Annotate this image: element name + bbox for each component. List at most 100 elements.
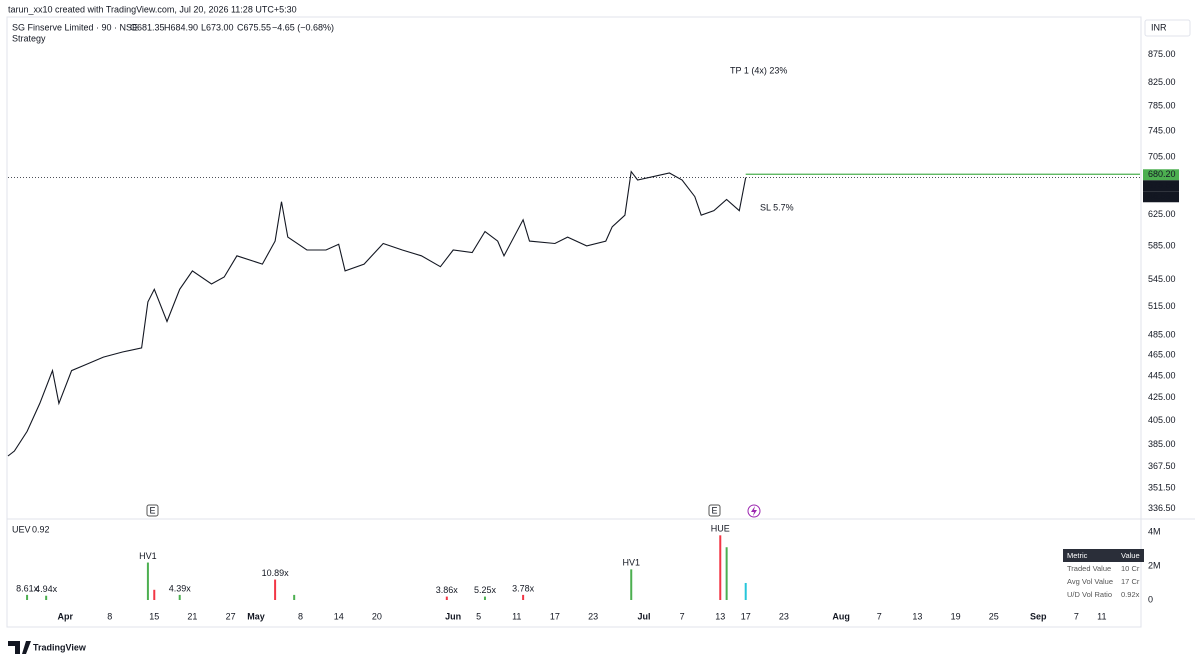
cell: 17 Cr bbox=[1121, 577, 1140, 586]
countdown: 46:59 bbox=[1148, 191, 1171, 201]
symbol: SG Finserve Limited · 90 · NSE bbox=[12, 22, 138, 32]
y-tick-label: 351.50 bbox=[1148, 482, 1176, 492]
y-tick-label: 336.50 bbox=[1148, 503, 1176, 513]
x-tick-label: 23 bbox=[779, 611, 789, 621]
y2-tick-label: 4M bbox=[1148, 526, 1161, 536]
table-header: Metric Value bbox=[1063, 549, 1144, 562]
x-tick-label: 25 bbox=[989, 611, 999, 621]
annotation: TP 1 (4x) 23% bbox=[730, 65, 787, 75]
y-tick-label: 825.00 bbox=[1148, 77, 1176, 87]
y-tick-label: 625.00 bbox=[1148, 209, 1176, 219]
study: Strategy bbox=[12, 33, 46, 43]
volume-label: HUE bbox=[711, 524, 730, 534]
volume-bar bbox=[725, 547, 728, 600]
volume-bar bbox=[293, 594, 296, 600]
x-tick-label: 14 bbox=[334, 611, 344, 621]
dividend-marker[interactable] bbox=[747, 504, 761, 518]
volume-bar bbox=[483, 596, 486, 600]
countdown-box bbox=[1143, 191, 1179, 203]
volume-label: HV1 bbox=[139, 551, 157, 561]
volume-bar bbox=[719, 535, 722, 600]
cell: U/D Vol Ratio bbox=[1067, 590, 1113, 599]
y-tick-label: 425.00 bbox=[1148, 392, 1176, 402]
x-tick-label: 27 bbox=[226, 611, 236, 621]
currency: INR bbox=[1151, 22, 1167, 32]
volume-bar bbox=[26, 594, 29, 600]
currency-box[interactable] bbox=[1144, 19, 1191, 37]
y-tick-label: 405.00 bbox=[1148, 415, 1176, 425]
volume-label: 4.94x bbox=[35, 584, 58, 594]
x-tick-label: Jul bbox=[637, 611, 650, 621]
price-box-label: 680.20 bbox=[1148, 169, 1176, 179]
volume-bar bbox=[445, 596, 448, 600]
y2-tick-label: 0 bbox=[1148, 594, 1153, 604]
close: C675.55 bbox=[237, 22, 271, 32]
table-row: U/D Vol Ratio 0.92x bbox=[1063, 588, 1144, 601]
price-box bbox=[1143, 180, 1179, 192]
x-tick-label: 13 bbox=[912, 611, 922, 621]
x-tick-label: 7 bbox=[877, 611, 882, 621]
x-tick-label: 19 bbox=[951, 611, 961, 621]
change: −4.65 (−0.68%) bbox=[272, 22, 334, 32]
y-tick-label: 445.00 bbox=[1148, 370, 1176, 380]
y-tick-label: 545.00 bbox=[1148, 274, 1176, 284]
x-tick-label: Apr bbox=[57, 611, 73, 621]
volume-bar bbox=[45, 595, 48, 600]
open: O681.35 bbox=[130, 22, 165, 32]
y-tick-label: 745.00 bbox=[1148, 125, 1176, 135]
y-tick-label: 485.00 bbox=[1148, 329, 1176, 339]
x-tick-label: 17 bbox=[550, 611, 560, 621]
svg-text:E: E bbox=[711, 505, 717, 515]
table-row: Avg Vol Value 17 Cr bbox=[1063, 575, 1144, 588]
x-tick-label: 8 bbox=[107, 611, 112, 621]
header-cell: Value bbox=[1117, 549, 1144, 562]
volume-label: 8.61x bbox=[16, 583, 39, 593]
cell: Avg Vol Value bbox=[1067, 577, 1114, 586]
x-tick-label: 21 bbox=[187, 611, 197, 621]
price-box bbox=[1143, 169, 1179, 181]
x-tick-label: 23 bbox=[588, 611, 598, 621]
indicator-value: 0.92 bbox=[32, 524, 50, 534]
y-tick-label: 705.00 bbox=[1148, 152, 1176, 162]
indicator-name: UEV bbox=[12, 524, 31, 534]
annotation: SL 5.7% bbox=[760, 202, 794, 212]
y-tick-label: 465.00 bbox=[1148, 349, 1176, 359]
low: L673.00 bbox=[201, 22, 234, 32]
volume-bar bbox=[522, 594, 525, 600]
volume-label: 5.25x bbox=[474, 585, 497, 595]
volume-bar bbox=[178, 594, 181, 600]
x-tick-label: May bbox=[247, 611, 265, 621]
x-tick-label: 15 bbox=[149, 611, 159, 621]
logo: TradingView bbox=[8, 641, 87, 654]
earnings-marker[interactable]: E bbox=[708, 504, 721, 517]
x-tick-label: 7 bbox=[1074, 611, 1079, 621]
table-row: Traded Value 10 Cr bbox=[1063, 562, 1144, 575]
volume-label: 3.78x bbox=[512, 583, 535, 593]
metrics-table: Metric Value Traded Value 10 Cr Avg Vol Va… bbox=[1063, 549, 1144, 601]
x-tick-label: Jun bbox=[445, 611, 461, 621]
x-tick-label: 8 bbox=[298, 611, 303, 621]
cell: Traded Value bbox=[1067, 564, 1112, 573]
cell: 0.92x bbox=[1121, 590, 1140, 599]
cell: 10 Cr bbox=[1121, 564, 1140, 573]
svg-text:E: E bbox=[149, 505, 155, 515]
y-tick-label: 585.00 bbox=[1148, 240, 1176, 250]
x-tick-label: Sep bbox=[1030, 611, 1047, 621]
y-tick-label: 875.00 bbox=[1148, 49, 1176, 59]
volume-bar bbox=[630, 569, 633, 600]
y-tick-label: 515.00 bbox=[1148, 301, 1176, 311]
volume-bar bbox=[153, 589, 156, 600]
volume-label: HV1 bbox=[622, 558, 640, 568]
price-line bbox=[7, 170, 747, 457]
x-tick-label: 17 bbox=[741, 611, 751, 621]
volume-label: 4.39x bbox=[169, 583, 192, 593]
volume-bar bbox=[744, 582, 747, 600]
x-tick-label: 13 bbox=[715, 611, 725, 621]
brand: TradingView bbox=[33, 642, 87, 652]
x-tick-label: 11 bbox=[512, 611, 521, 621]
volume-bar bbox=[146, 562, 149, 600]
earnings-marker[interactable]: E bbox=[146, 504, 159, 517]
y-tick-label: 785.00 bbox=[1148, 101, 1176, 111]
